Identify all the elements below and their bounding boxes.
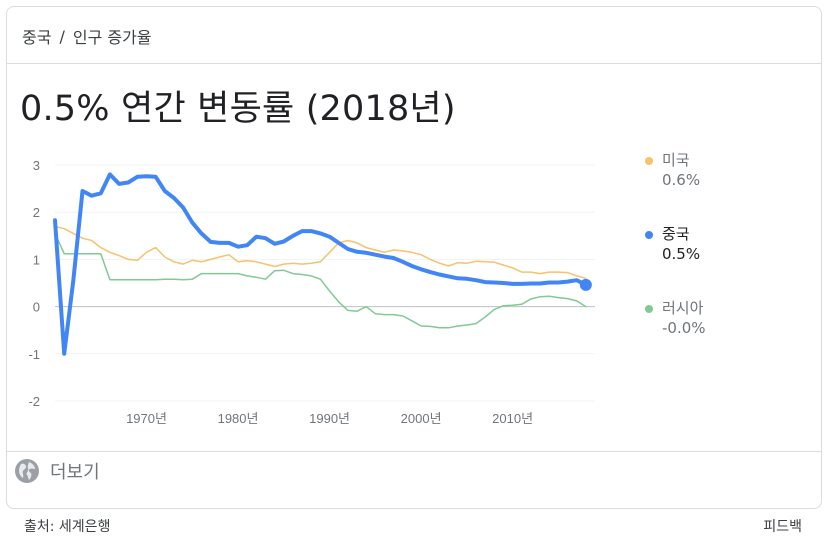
series-line-china — [53, 172, 588, 356]
y-tick-label: -1 — [28, 347, 40, 362]
breadcrumb: 중국 / 인구 증가율 — [22, 24, 152, 48]
breadcrumb-topic: 인구 증가율 — [72, 28, 152, 47]
source-label: 출처: 세계은행 — [24, 519, 111, 535]
legend-item-russia[interactable]: 러시아 -0.0% — [642, 298, 802, 372]
breadcrumb-separator: / — [59, 26, 65, 46]
x-tick-label: 2000년 — [401, 411, 442, 426]
series-line-russia — [54, 232, 587, 329]
x-tick-label: 1980년 — [218, 411, 259, 426]
series-line-usa — [54, 225, 587, 280]
y-tick-label: 1 — [33, 252, 40, 267]
breadcrumb-country[interactable]: 중국 — [22, 28, 52, 47]
y-tick-label: -2 — [28, 394, 40, 409]
more-button[interactable]: 더보기 — [14, 458, 100, 484]
legend-value: 0.5% — [662, 245, 701, 263]
legend-name: 중국 — [662, 225, 690, 243]
legend-name: 미국 — [662, 151, 690, 169]
knowledge-card — [6, 6, 822, 509]
legend-name: 러시아 — [662, 299, 704, 317]
more-label: 더보기 — [50, 462, 100, 483]
legend-dot-russia — [645, 305, 653, 313]
legend-item-china[interactable]: 중국 0.5% — [642, 224, 802, 298]
globe-icon — [15, 459, 39, 483]
y-tick-label: 0 — [33, 300, 40, 315]
x-tick-label: 1990년 — [309, 411, 350, 426]
x-tick-label: 1970년 — [126, 411, 167, 426]
y-tick-label: 2 — [33, 205, 40, 220]
header-divider — [7, 63, 821, 64]
legend-dot-china — [645, 231, 653, 239]
series-endpoint-china — [579, 278, 592, 291]
legend-dot-usa — [645, 157, 653, 165]
feedback-link[interactable]: 피드백 — [763, 519, 802, 535]
legend-item-usa[interactable]: 미국 0.6% — [642, 150, 802, 224]
y-tick-label: 3 — [33, 158, 40, 173]
chart-legend: 미국 0.6% 중국 0.5% 러시아 -0.0% — [642, 150, 802, 372]
legend-value: -0.0% — [662, 319, 706, 337]
legend-value: 0.6% — [662, 171, 701, 189]
footer-divider — [7, 451, 821, 452]
page-title: 0.5% 연간 변동률 (2018년) — [20, 89, 456, 129]
x-tick-label: 2010년 — [492, 411, 533, 426]
